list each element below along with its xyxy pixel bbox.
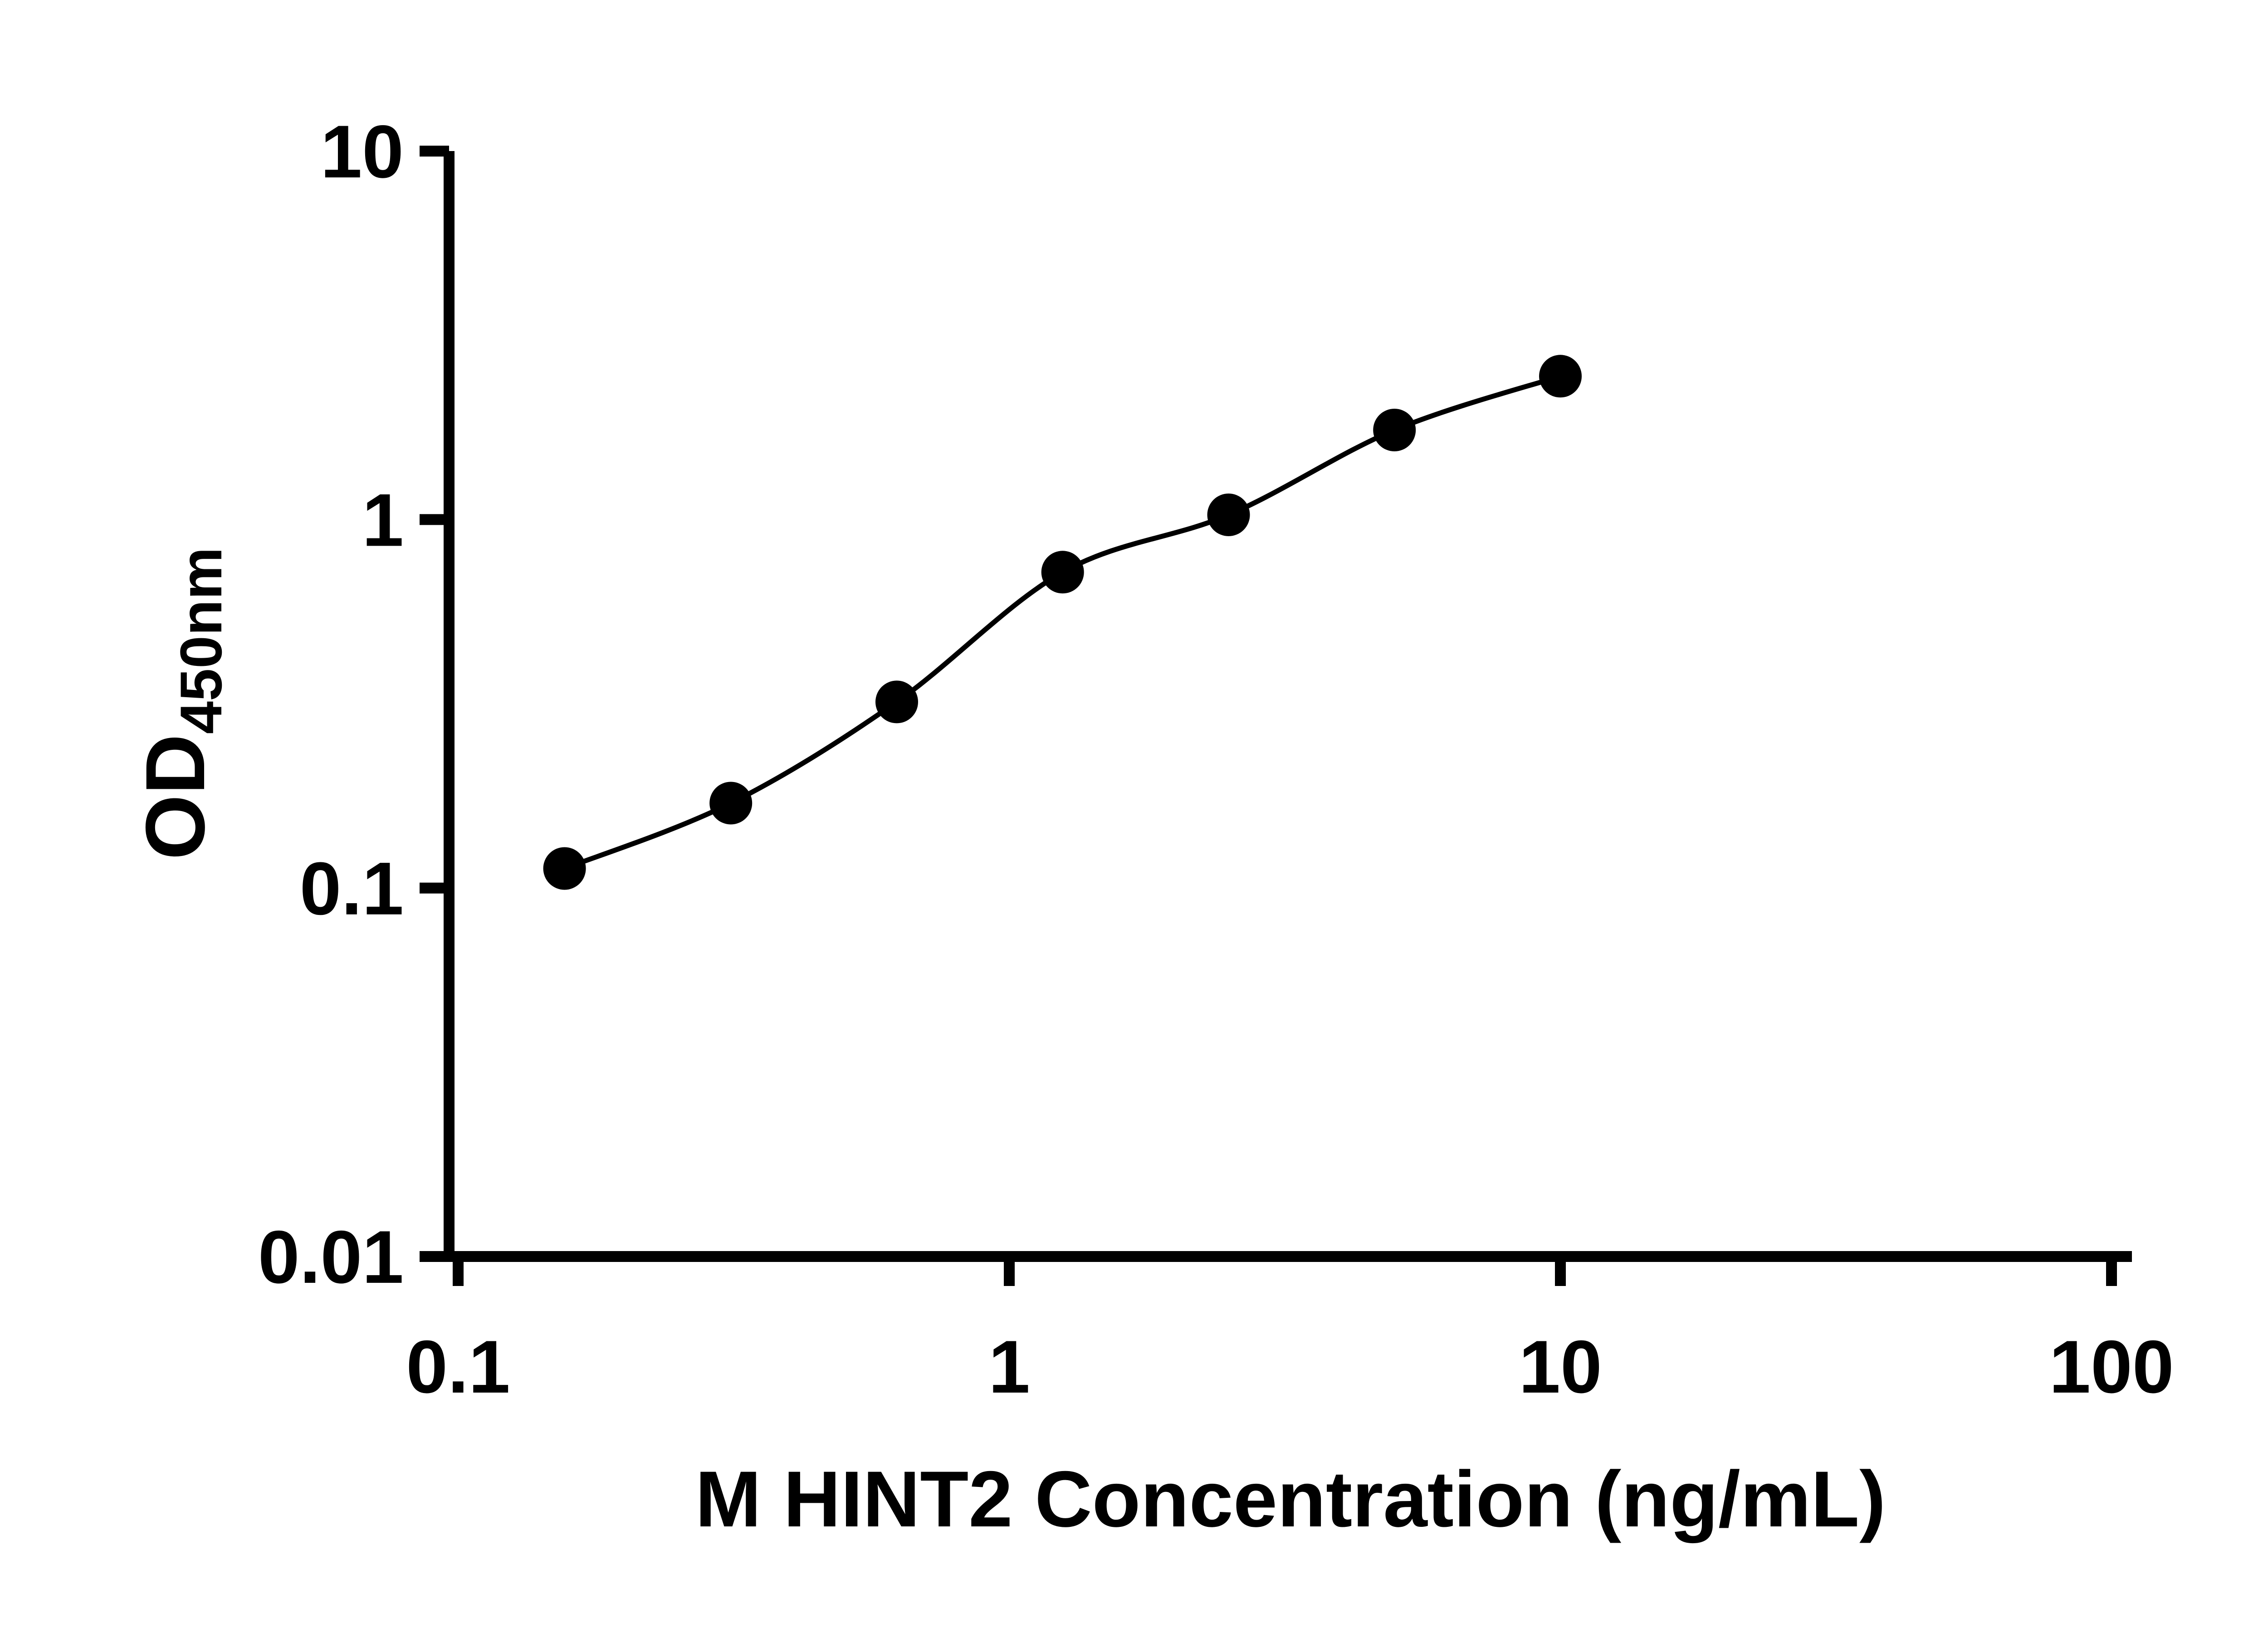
data-point xyxy=(875,680,918,724)
x-tick-label: 0.1 xyxy=(406,1325,510,1408)
y-tick-label: 1 xyxy=(362,478,404,562)
y-axis-title: OD450nm xyxy=(129,547,234,860)
y-tick-label: 0.1 xyxy=(300,847,404,930)
data-point xyxy=(1041,551,1084,594)
axis-lines xyxy=(444,151,2132,1262)
data-point xyxy=(1539,355,1582,398)
y-axis-title-main: OD xyxy=(129,734,222,860)
data-point xyxy=(1373,409,1416,451)
data-point xyxy=(1207,494,1250,536)
y-axis-title-sub: 450nm xyxy=(168,547,234,734)
data-point xyxy=(543,847,586,890)
x-tick-label: 100 xyxy=(2049,1325,2174,1408)
data-point xyxy=(709,782,753,825)
x-tick-label: 10 xyxy=(1519,1325,1602,1408)
y-tick-label: 10 xyxy=(320,110,404,193)
y-tick-label: 0.01 xyxy=(258,1215,404,1299)
x-axis-title: M HINT2 Concentration (ng/mL) xyxy=(695,1455,1886,1544)
x-tick-label: 1 xyxy=(988,1325,1030,1408)
